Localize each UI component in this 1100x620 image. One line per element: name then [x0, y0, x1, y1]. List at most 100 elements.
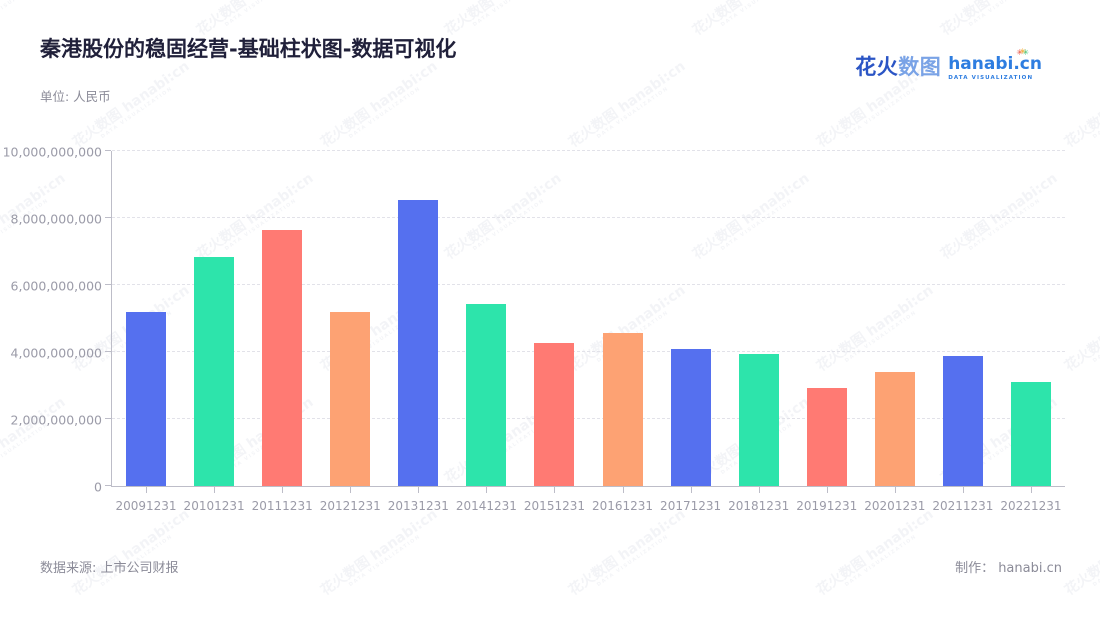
x-tick-label: 20221231: [1000, 499, 1062, 513]
bar-20211231[interactable]: [942, 356, 983, 486]
data-source-label: 数据来源: 上市公司财报: [40, 561, 179, 576]
y-axis-tick: [105, 150, 111, 151]
y-tick-label: 4,000,000,000: [10, 345, 102, 360]
bar-column: 20151231: [520, 151, 588, 513]
bar-column: 20121231: [316, 151, 384, 513]
logo-shutu-text: 数图: [898, 55, 942, 79]
bar-column: 20211231: [929, 151, 997, 513]
x-tick-label: 20151231: [523, 499, 585, 513]
x-axis-tick: [1030, 487, 1032, 493]
gridline: [112, 418, 1065, 419]
bar-20221231[interactable]: [1010, 382, 1051, 486]
x-tick-label: 20181231: [728, 499, 790, 513]
bar-column: 20171231: [657, 151, 725, 513]
bar-20101231[interactable]: [194, 256, 235, 486]
x-tick-label: 20101231: [183, 499, 245, 513]
gridline: [112, 217, 1065, 218]
plot-area: 0 2,000,000,000 4,000,000,000 6,000,000,000…: [3, 144, 1065, 513]
y-tick-label: 2,000,000,000: [10, 412, 102, 427]
chart-title: 秦港股份的稳固经营-基础柱状图-数据可视化: [40, 37, 457, 61]
unit-label: 单位: 人民币: [40, 89, 111, 104]
x-axis-line: [111, 486, 1065, 487]
x-tick-label: 20201231: [864, 499, 926, 513]
gridline: [112, 284, 1065, 285]
logo-huahuo-text: 花火: [855, 55, 899, 79]
x-tick-label: 20091231: [115, 499, 177, 513]
y-tick-label: 8,000,000,000: [10, 211, 102, 226]
credit-label: 制作： hanabi.cn: [955, 561, 1062, 576]
x-axis-tick: [962, 487, 964, 493]
x-axis-tick: [146, 487, 148, 493]
bar-20131231[interactable]: [398, 200, 439, 486]
bar-20121231[interactable]: [330, 311, 371, 486]
y-axis-tick: [105, 485, 111, 486]
bar-20171231[interactable]: [670, 349, 711, 486]
x-axis-tick: [690, 487, 692, 493]
x-axis-tick: [554, 487, 556, 493]
logo-tagline: DATA VISUALIZATION: [948, 74, 1034, 81]
bar-column: 20161231: [589, 151, 657, 513]
x-axis-tick: [622, 487, 624, 493]
bar-20111231[interactable]: [262, 230, 303, 486]
y-axis-tick: [105, 284, 111, 285]
bar-column: 20181231: [725, 151, 793, 513]
bar-column: 20221231: [997, 151, 1065, 513]
y-axis-tick: [105, 217, 111, 218]
bar-20191231[interactable]: [806, 387, 847, 486]
x-axis-tick: [214, 487, 216, 493]
logo-en-block: hanabi.cn ✳ DATA VISUALIZATION: [948, 47, 1042, 81]
x-axis-tick: [486, 487, 488, 493]
y-axis-tick: [105, 351, 111, 352]
bar-20201231[interactable]: [874, 372, 915, 486]
bar-column: 20091231: [112, 151, 180, 513]
bar-20091231[interactable]: [126, 311, 167, 486]
x-axis-tick: [282, 487, 284, 493]
y-axis-line: [111, 151, 112, 486]
gridline: [112, 351, 1065, 352]
x-tick-label: 20131231: [387, 499, 449, 513]
x-tick-label: 20121231: [319, 499, 381, 513]
hanabi-logo: 花火数图 hanabi.cn ✳ DATA VISUALIZATION: [855, 47, 1042, 81]
y-tick-label: 10,000,000,000: [2, 144, 102, 159]
x-axis-tick: [418, 487, 420, 493]
firework-icon: ✳: [1019, 47, 1026, 56]
x-tick-label: 20161231: [591, 499, 654, 513]
bar-20151231[interactable]: [534, 343, 575, 486]
y-tick-label: 0: [94, 479, 102, 494]
bar-column: 20101231: [180, 151, 248, 513]
bar-column: 20201231: [861, 151, 929, 513]
x-tick-label: 20141231: [455, 499, 517, 513]
x-axis-tick: [758, 487, 760, 493]
y-axis-tick: [105, 418, 111, 419]
x-tick-label: 20171231: [660, 499, 722, 513]
bar-column: 20141231: [452, 151, 520, 513]
x-axis-tick: [894, 487, 896, 493]
x-axis-tick: [826, 487, 828, 493]
logo-cn-text: 花火数图: [855, 55, 941, 80]
x-axis-tick: [350, 487, 352, 493]
x-tick-label: 20111231: [251, 499, 313, 513]
bar-20181231[interactable]: [738, 353, 779, 486]
bar-column: 20131231: [384, 151, 452, 513]
y-tick-label: 6,000,000,000: [10, 278, 102, 293]
bar-20161231[interactable]: [602, 332, 643, 486]
logo-hanabi-text: hanabi.cn ✳: [948, 47, 1042, 74]
bar-20141231[interactable]: [466, 304, 507, 486]
x-tick-label: 20211231: [932, 499, 994, 513]
bar-column: 20191231: [793, 151, 861, 513]
